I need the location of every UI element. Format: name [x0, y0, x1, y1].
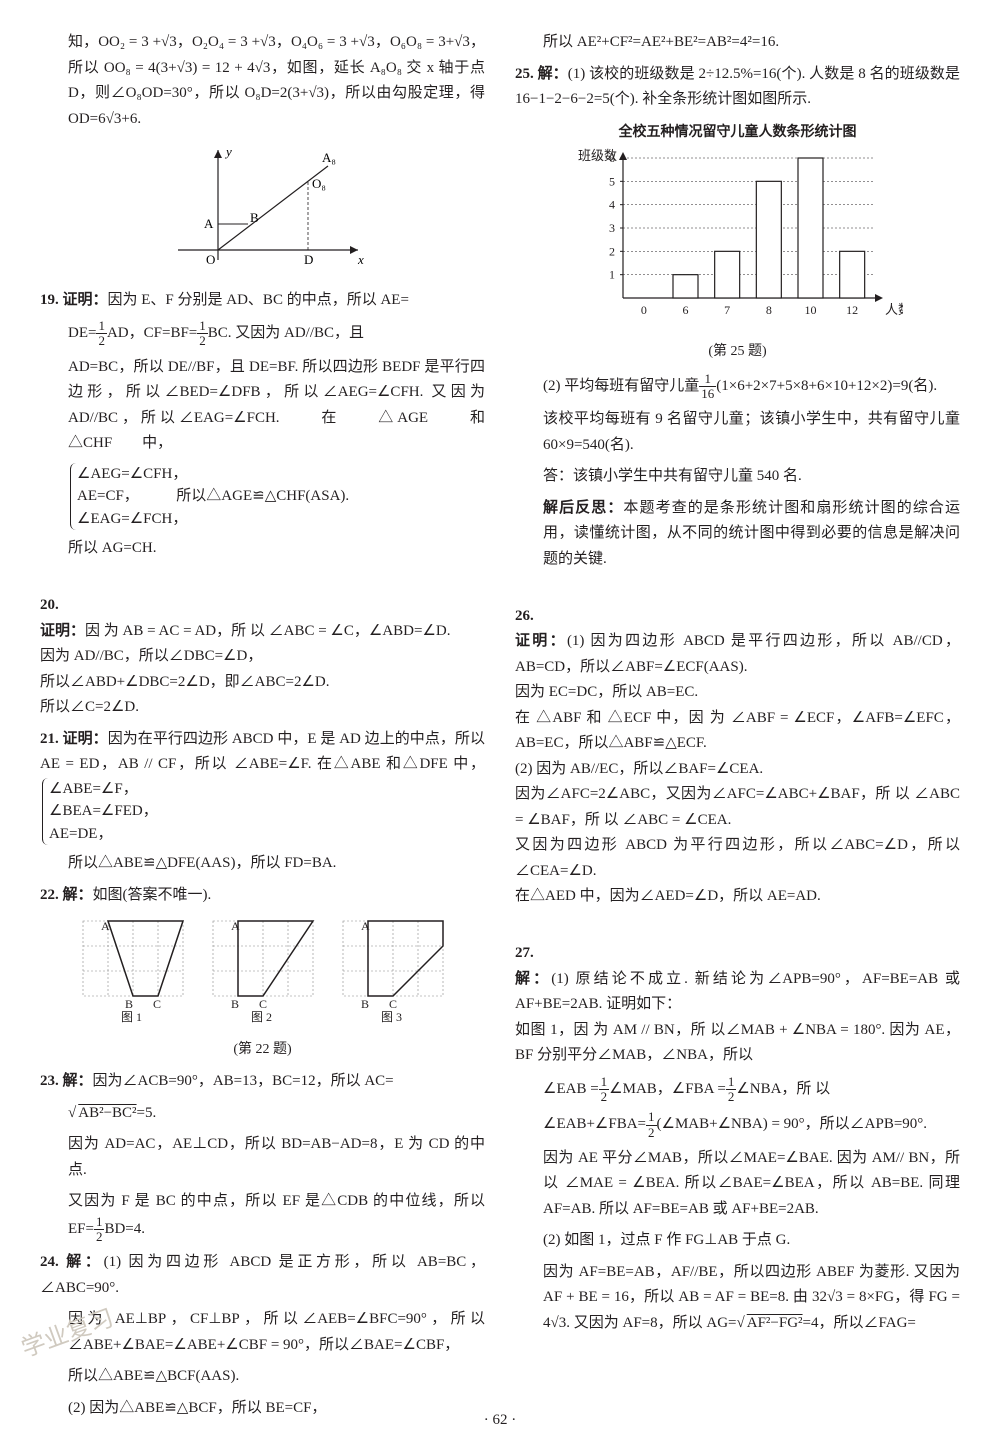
svg-text:8: 8	[765, 303, 771, 317]
q25: 25. 解：(1) 该校的班级数是 2÷12.5%=16(个). 人数是 8 名…	[515, 62, 960, 113]
svg-text:B: B	[231, 997, 239, 1011]
bar-chart-25: 全校五种情况留守儿童人数条形统计图 123456班级数人数06781012 (第…	[515, 121, 960, 364]
svg-text:图 1: 图 1	[121, 1010, 142, 1024]
svg-text:5: 5	[609, 175, 615, 189]
svg-text:人数: 人数	[885, 302, 903, 317]
graph-1: A B O D A₈ O₈ x y	[40, 140, 485, 280]
q25-3: 该校平均每班有 9 名留守儿童；该镇小学生中，共有留守儿童 60×9=540(名…	[515, 407, 960, 458]
q23: 23. 解：因为∠ACB=90°，AB=13，BC=12，所以 AC=	[40, 1069, 485, 1095]
pt-A8: A₈	[322, 150, 336, 165]
svg-text:A: A	[101, 919, 110, 933]
q23-d: 又因为 F 是 BC 的中点，所以 EF 是△CDB 的中位线，所以 EF=12…	[40, 1189, 485, 1244]
q25-note: 解后反思：本题考查的是条形统计图和扇形统计图的综合运用，读懂统计图，从不同的统计…	[515, 496, 960, 573]
svg-text:图 2: 图 2	[251, 1010, 272, 1024]
q23-c: 因为 AD=AC，AE⊥CD，所以 BD=AB−AD=8，E 为 CD 的中点.	[40, 1132, 485, 1183]
svg-text:C: C	[153, 997, 161, 1011]
q27-c: ∠EAB+∠FBA=12(∠MAB+∠NBA) = 90°，所以∠APB=90°…	[515, 1110, 960, 1140]
intro-right: 所以 AE²+CF²=AE²+BE²=AB²=4²=16.	[515, 30, 960, 56]
svg-text:C: C	[259, 997, 267, 1011]
q23-b: √AB²−BC²=5.	[40, 1101, 485, 1127]
q22: 22. 解：如图(答案不唯一).	[40, 883, 485, 909]
q20: 20. 证明：因 为 AB = AC = AD，所 以 ∠ABC = ∠C，∠A…	[40, 568, 485, 721]
q25-2: (2) 平均每班有留守儿童116(1×6+2×7+5×8+6×10+12×2)=…	[515, 372, 960, 402]
q19: 19. 证明：因为 E、F 分别是 AD、BC 的中点，所以 AE=	[40, 288, 485, 314]
svg-text:4: 4	[609, 198, 615, 212]
svg-text:12: 12	[846, 303, 858, 317]
svg-text:图 3: 图 3	[381, 1010, 402, 1024]
q19-brace: ∠AEG=∠CFH， AE=CF， 所以△AGE≌△CHF(ASA). ∠EAG…	[40, 463, 485, 531]
q27: 27. 解：(1) 原结论不成立. 新结论为∠APB=90°，AF=BE=AB …	[515, 916, 960, 1069]
q24-c: 所以△ABE≌△BCF(AAS).	[40, 1364, 485, 1390]
pt-O8: O₈	[312, 176, 326, 191]
svg-text:x: x	[357, 252, 364, 267]
svg-text:0: 0	[640, 303, 646, 317]
svg-text:10: 10	[804, 303, 816, 317]
svg-text:B: B	[125, 997, 133, 1011]
q27-f: 因为 AF=BE=AB，AF//BE，所以四边形 ABEF 为菱形. 又因为 A…	[515, 1260, 960, 1337]
page-number: · 62 ·	[0, 1408, 1000, 1434]
q19-end: 所以 AG=CH.	[40, 536, 485, 562]
pt-O: O	[206, 252, 215, 267]
svg-text:2: 2	[609, 245, 615, 259]
pt-A: A	[204, 216, 214, 231]
q19-line3: AD=BC，所以 DE//BF，且 DE=BF. 所以四边形 BEDF 是平行四…	[40, 355, 485, 457]
q27-d: 因为 AE 平分∠MAB，所以∠MAE=∠BAE. 因为 AM// BN，所 以…	[515, 1146, 960, 1223]
q19-line2: DE=12AD，CF=BF=12BC. 又因为 AD//BC，且	[40, 319, 485, 349]
svg-text:B: B	[361, 997, 369, 1011]
pt-B: B	[250, 210, 259, 225]
q26: 26. 证明：(1) 因为四边形 ABCD 是平行四边形，所以 AB//CD，A…	[515, 578, 960, 910]
svg-text:A: A	[361, 919, 370, 933]
q21: 21. 证明：因为在平行四边形 ABCD 中，E 是 AD 边上的中点，所以 A…	[40, 727, 485, 846]
svg-text:7: 7	[724, 303, 730, 317]
svg-text:6: 6	[682, 303, 688, 317]
q24: 24. 解：(1) 因为四边形 ABCD 是正方形，所以 AB=BC，∠ABC=…	[40, 1250, 485, 1301]
q21-end: 所以△ABE≌△DFE(AAS)，所以 FD=BA.	[40, 851, 485, 877]
q27-b: ∠EAB =12∠MAB，∠FBA =12∠NBA，所 以	[515, 1075, 960, 1105]
intro-left: 知，OO₂ = 3 +√3，O₂O₄ = 3 +√3，O₄O₆ = 3 +√3，…	[40, 30, 485, 132]
svg-text:3: 3	[609, 221, 615, 235]
svg-text:班级数: 班级数	[577, 148, 616, 163]
pt-D: D	[304, 252, 313, 267]
fig-22: ABC ABC ABC 图 1 图 2 图 3 (第 22 题)	[40, 916, 485, 1061]
q25-4: 答：该镇小学生中共有留守儿童 540 名.	[515, 464, 960, 490]
q27-e: (2) 如图 1，过点 F 作 FG⊥AB 于点 G.	[515, 1228, 960, 1254]
svg-text:y: y	[224, 144, 232, 159]
svg-text:1: 1	[609, 268, 615, 282]
svg-text:C: C	[389, 997, 397, 1011]
svg-text:A: A	[231, 919, 240, 933]
